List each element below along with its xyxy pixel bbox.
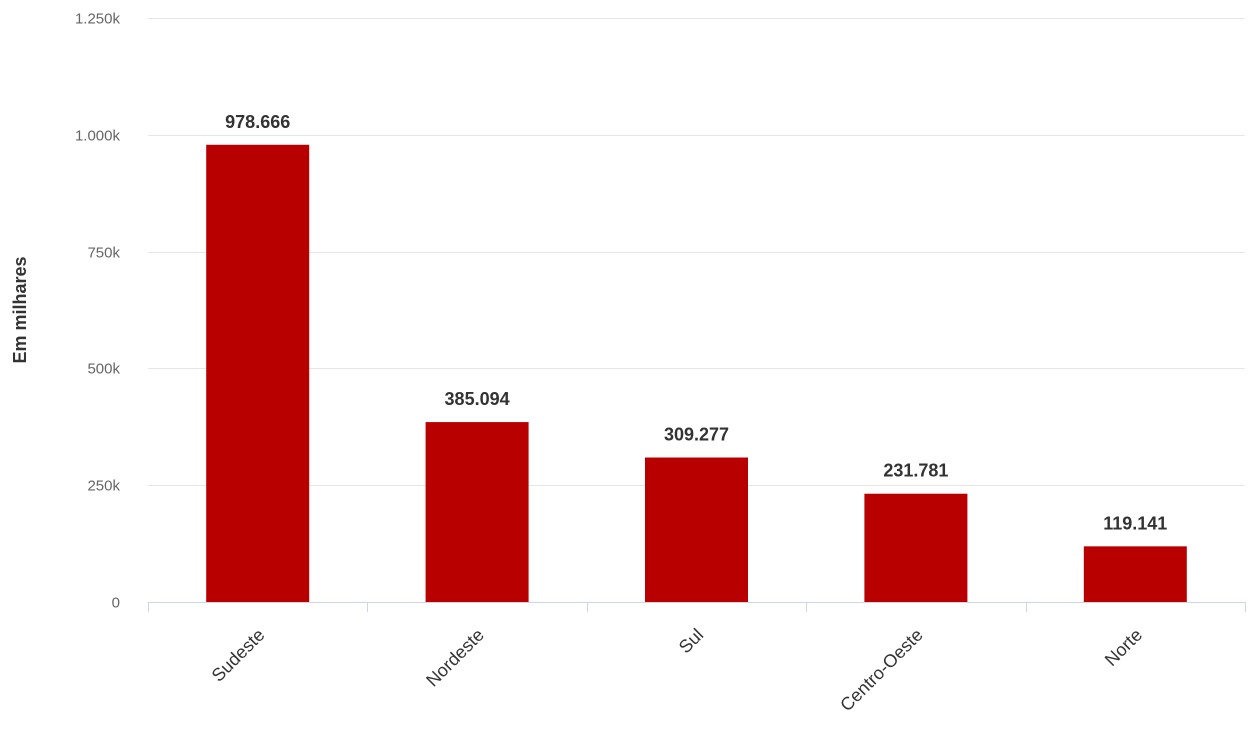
y-tick-label: 1.000k [75, 128, 121, 145]
data-label: 119.141 [1103, 513, 1167, 533]
x-category-label: Sudeste [208, 625, 269, 686]
x-category-label: Nordeste [422, 625, 488, 691]
bar-nordeste [425, 422, 529, 602]
y-axis-title: Em milhares [10, 256, 30, 363]
bar-norte [1083, 546, 1187, 602]
y-tick-label: 750k [87, 245, 120, 262]
y-axis-ticks: 0 250k 500k 750k 1.000k 1.250k [75, 11, 121, 612]
data-label: 978.666 [225, 112, 290, 132]
data-label: 231.781 [883, 461, 948, 481]
bar-sudeste [206, 144, 310, 602]
bar-centro-oeste [864, 493, 968, 602]
x-axis: Sudeste Nordeste Sul Centro-Oeste Norte [148, 602, 1246, 715]
data-label: 309.277 [664, 425, 729, 445]
y-tick-label: 0 [112, 595, 120, 612]
y-tick-label: 250k [87, 478, 120, 495]
x-category-label: Sul [675, 625, 708, 658]
data-labels: 978.666 385.094 309.277 231.781 119.141 [225, 112, 1167, 534]
y-tick-label: 500k [87, 361, 120, 378]
data-label: 385.094 [445, 389, 510, 409]
bar-sul [645, 457, 748, 602]
y-tick-label: 1.250k [75, 11, 121, 28]
x-category-label: Centro-Oeste [836, 625, 927, 716]
gridlines [148, 18, 1245, 486]
x-category-label: Norte [1101, 625, 1146, 670]
bars [206, 144, 1187, 602]
